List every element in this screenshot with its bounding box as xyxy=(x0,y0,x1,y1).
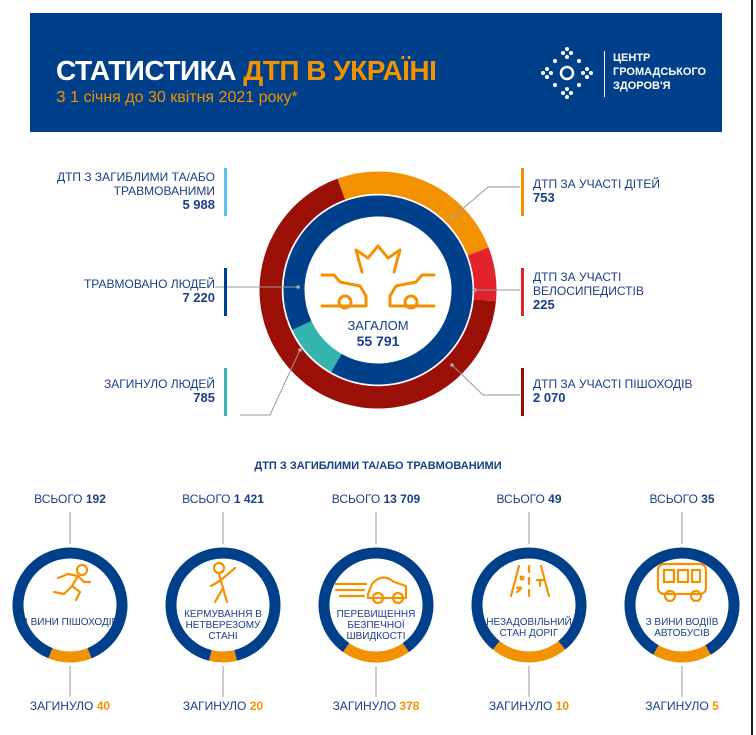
cause-caption-3: НЕЗАДОВІЛЬНИЙ СТАН ДОРІГ xyxy=(486,617,572,639)
small-donut-dead-3 xyxy=(492,640,566,663)
cause-caption-0: З ВИНИ ПІШОХОДІВ xyxy=(21,617,119,628)
total-label: ЗАГАЛОМ 55 791 xyxy=(347,318,409,349)
dead-count-3: ЗАГИНУЛО 10 xyxy=(488,699,570,713)
running-pedestrian-icon xyxy=(52,563,92,602)
dead-count-4: ЗАГИНУЛО 5 xyxy=(645,699,719,713)
legend-bar-red xyxy=(521,268,524,316)
logo-divider xyxy=(604,51,605,97)
dead-count-2: ЗАГИНУЛО 378 xyxy=(332,699,420,713)
road-icon xyxy=(509,564,551,598)
speeding-car-icon xyxy=(334,576,408,605)
label-children: ДТП ЗА УЧАСТІ ДІТЕЙ 753 xyxy=(533,177,661,205)
donut-outer-slice-1 xyxy=(466,247,497,302)
leader-line-1 xyxy=(240,349,301,416)
label-cyclists: ДТП ЗА УЧАСТІ ВЕЛОСИПЕДИСТІВ 225 xyxy=(533,270,644,312)
section-title: ДТП З ЗАГИБЛИМИ ТА/АБО ТРАВМОВАНИМИ xyxy=(254,460,502,472)
legend-bar-light-blue xyxy=(224,168,227,216)
small-donut-dead-4 xyxy=(653,645,711,663)
cause-caption-2: ПЕРЕВИЩЕННЯ БЕЗПЕЧНОЇ ШВИДКОСТІ xyxy=(336,609,416,642)
dead-count-1: ЗАГИНУЛО 20 xyxy=(182,699,264,713)
logo-text: ЦЕНТР ГРОМАДСЬКОГО ЗДОРОВ'Я xyxy=(613,52,707,92)
legend-bar-teal xyxy=(224,368,227,416)
small-donut-dead-1 xyxy=(209,650,237,663)
drunk-person-icon xyxy=(209,561,237,604)
bus-icon xyxy=(656,562,708,603)
legend-bar-orange xyxy=(521,168,524,216)
cause-caption-4: З ВИНИ ВОДІЇВ АВТОБУСІВ xyxy=(645,617,719,639)
total-count-2: ВСЬОГО 13 709 xyxy=(331,492,421,506)
donut-outer-slice-2 xyxy=(259,178,496,409)
page-subtitle: З 1 січня до 30 квітня 2021 року* xyxy=(56,89,298,106)
cause-caption-1: КЕРМУВАННЯ В НЕТВЕРЕЗОМУ СТАНІ xyxy=(184,609,262,642)
total-count-4: ВСЬОГО 35 xyxy=(649,492,715,506)
small-donut-total-3 xyxy=(471,547,587,650)
leader-dot xyxy=(296,285,300,289)
header-banner: СТАТИСТИКА ДТП В УКРАЇНІ З 1 січня до 30… xyxy=(30,13,722,132)
donut-outer-slice-0 xyxy=(337,171,489,256)
leader-line-4 xyxy=(451,364,520,396)
total-count-3: ВСЬОГО 49 xyxy=(496,492,562,506)
legend-bar-blue xyxy=(224,268,227,316)
leader-dot xyxy=(473,288,477,292)
label-dead-people: ЗАГИНУЛО ЛЮДЕЙ 785 xyxy=(103,377,215,405)
leader-line-2 xyxy=(451,186,520,219)
right-border xyxy=(751,0,753,735)
total-count-1: ВСЬОГО 1 421 xyxy=(182,492,264,506)
page-title: СТАТИСТИКА ДТП В УКРАЇНІ xyxy=(56,55,437,86)
small-donut-total-2 xyxy=(318,547,434,653)
small-donut-dead-0 xyxy=(48,648,92,663)
donut-inner-slice-injured xyxy=(283,195,473,385)
small-donut-total-4 xyxy=(624,547,740,655)
label-injured-or-dead: ДТП З ЗАГИБЛИМИ ТА/АБО ТРАВМОВАНИМИ 5 988 xyxy=(56,170,215,212)
small-donut-total-0 xyxy=(12,547,128,659)
label-pedestrians: ДТП ЗА УЧАСТІ ПІШОХОДІВ 2 070 xyxy=(533,377,693,405)
leader-dot xyxy=(298,348,302,352)
logo-icon xyxy=(541,47,593,99)
total-count-0: ВСЬОГО 192 xyxy=(34,492,106,506)
leader-dot xyxy=(450,216,454,220)
donut-inner-slice-dead xyxy=(292,320,342,373)
small-donut-total-1 xyxy=(165,547,281,661)
small-donut-dead-2 xyxy=(343,642,409,663)
label-injured-people: ТРАВМОВАНО ЛЮДЕЙ 7 220 xyxy=(83,277,215,305)
car-crash-icon xyxy=(320,244,436,310)
dead-count-0: ЗАГИНУЛО 40 xyxy=(29,699,111,713)
leader-dot xyxy=(450,363,454,367)
legend-bar-dark-red xyxy=(521,368,524,416)
